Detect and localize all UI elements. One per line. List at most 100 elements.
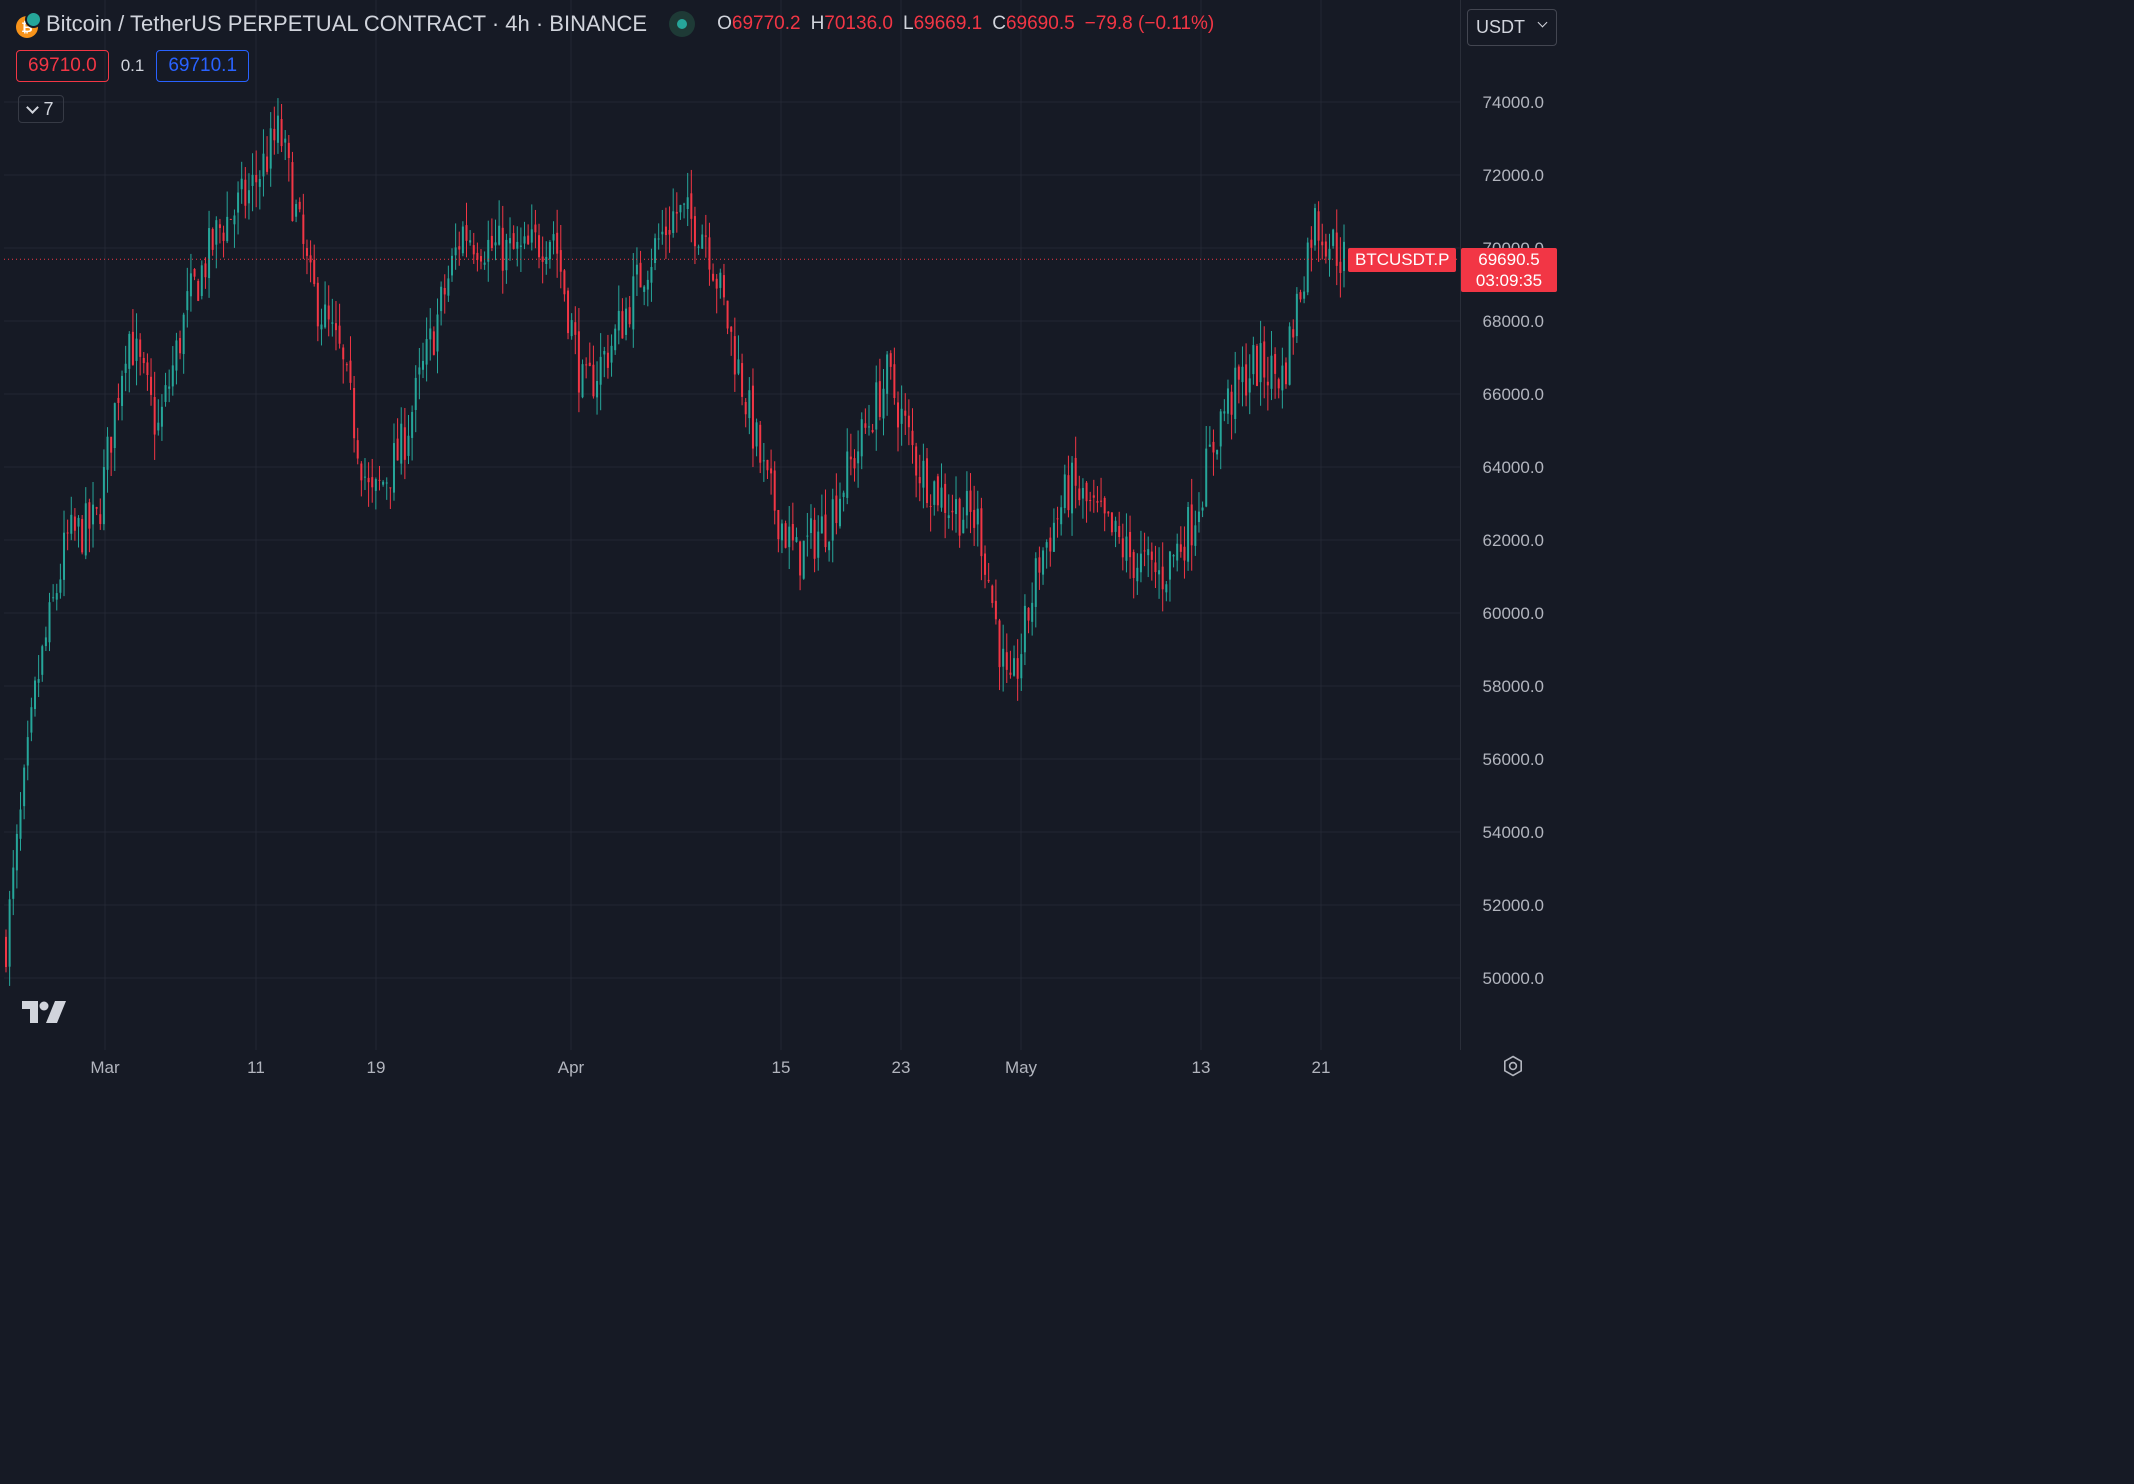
- x-tick-label: 23: [892, 1058, 911, 1077]
- candle-body: [1313, 208, 1316, 246]
- candle-body: [1009, 672, 1012, 675]
- indicators-toggle-button[interactable]: 7: [18, 95, 64, 123]
- candle-body: [1092, 495, 1095, 498]
- price-axis[interactable]: 50000.0 52000.0 54000.0 56000.0 58000.0 60000…: [1483, 93, 1544, 988]
- candle-body: [1274, 354, 1277, 374]
- candle-body: [99, 514, 102, 525]
- candle-body: [1234, 367, 1237, 419]
- candle-body: [897, 402, 899, 428]
- candle-body: [121, 375, 124, 406]
- settings-icon[interactable]: [1502, 1055, 1524, 1077]
- candle-body: [59, 579, 62, 593]
- candle-body: [1067, 475, 1070, 511]
- candle-body: [41, 646, 44, 675]
- candle-body: [302, 214, 305, 244]
- candle-body: [606, 352, 609, 368]
- candle-body: [581, 364, 584, 398]
- candle-body: [918, 477, 921, 484]
- candle-body: [251, 174, 254, 186]
- candle-body: [1100, 500, 1103, 502]
- candle-body: [1197, 511, 1200, 523]
- candle-body: [998, 620, 1001, 668]
- candle-body: [1071, 462, 1074, 514]
- candle-body: [102, 466, 105, 525]
- candle-body: [548, 241, 551, 260]
- candle-body: [396, 438, 399, 461]
- candle-body: [327, 305, 330, 320]
- candle-body: [955, 499, 958, 515]
- sell-button[interactable]: 69710.0: [16, 50, 109, 82]
- candle-body: [1183, 546, 1186, 561]
- buy-button[interactable]: 69710.1: [156, 50, 250, 82]
- candle-body: [867, 426, 870, 428]
- chart-canvas[interactable]: 50000.0 52000.0 54000.0 56000.0 58000.0 60000…: [0, 0, 1568, 1090]
- candle-body: [1172, 555, 1175, 557]
- candle-body: [926, 458, 929, 504]
- candle-body: [179, 338, 182, 354]
- candle-body: [632, 276, 635, 330]
- candle-body: [980, 508, 983, 557]
- candle-body: [313, 259, 316, 285]
- candle-body: [1284, 362, 1287, 385]
- y-tick-label: 54000.0: [1483, 823, 1544, 842]
- candle-body: [788, 526, 791, 548]
- candle-body: [70, 514, 73, 534]
- candle-body: [969, 490, 972, 512]
- candle-body: [799, 541, 802, 576]
- tradingview-logo-icon[interactable]: [20, 998, 68, 1026]
- symbol-price-tag: BTCUSDT.P: [1348, 248, 1457, 272]
- spread-value: 0.1: [120, 56, 145, 75]
- candle-body: [552, 234, 555, 241]
- time-axis[interactable]: Mar 11 19 Apr 15 23 May 13 21: [90, 1058, 1330, 1077]
- candle-body: [269, 128, 272, 169]
- candle-body: [345, 364, 348, 366]
- currency-select[interactable]: USDT: [1467, 9, 1557, 46]
- candle-body: [1045, 542, 1048, 548]
- market-status-icon[interactable]: [669, 11, 696, 37]
- candle-body: [944, 483, 947, 513]
- bitcoin-icon: ₿: [16, 11, 42, 38]
- symbol-title[interactable]: Bitcoin / TetherUS PERPETUAL CONTRACT · …: [46, 11, 648, 36]
- candle-body: [12, 867, 15, 899]
- candle-body: [519, 245, 522, 247]
- candle-body: [791, 523, 794, 541]
- candle-body: [1038, 557, 1041, 573]
- candle-body: [809, 518, 812, 534]
- candle-body: [911, 430, 914, 446]
- candle-body: [454, 247, 457, 256]
- candle-body: [92, 504, 95, 525]
- candle-body: [574, 322, 577, 335]
- candle-body: [577, 331, 580, 393]
- candle-body: [1118, 526, 1121, 537]
- high-label: H: [810, 13, 825, 34]
- candle-body: [719, 272, 722, 288]
- candle-body: [650, 266, 653, 283]
- candle-body: [461, 226, 464, 254]
- candle-body: [1063, 474, 1066, 508]
- candle-body: [871, 430, 874, 433]
- candle-body: [447, 278, 450, 296]
- candle-body: [1176, 543, 1179, 561]
- candle-body: [559, 250, 562, 272]
- x-tick-label: 21: [1312, 1058, 1331, 1077]
- candle-body: [418, 367, 421, 375]
- candle-body: [712, 273, 715, 281]
- candle-body: [186, 291, 189, 311]
- candle-body: [679, 204, 682, 213]
- candle-body: [382, 481, 385, 485]
- candle-body: [298, 201, 301, 210]
- candle-body: [1230, 391, 1233, 415]
- candle-body: [139, 339, 142, 357]
- candle-body: [30, 707, 33, 733]
- candle-body: [23, 767, 26, 807]
- candle-body: [208, 228, 211, 279]
- candle-body: [106, 436, 109, 470]
- candle-body: [309, 255, 312, 263]
- candle-body: [258, 178, 261, 187]
- candle-body: [1190, 504, 1193, 546]
- candle-body: [664, 226, 667, 236]
- candle-body: [770, 468, 773, 474]
- candle-body: [1212, 441, 1215, 453]
- candle-body: [160, 406, 163, 427]
- y-tick-label: 56000.0: [1483, 750, 1544, 769]
